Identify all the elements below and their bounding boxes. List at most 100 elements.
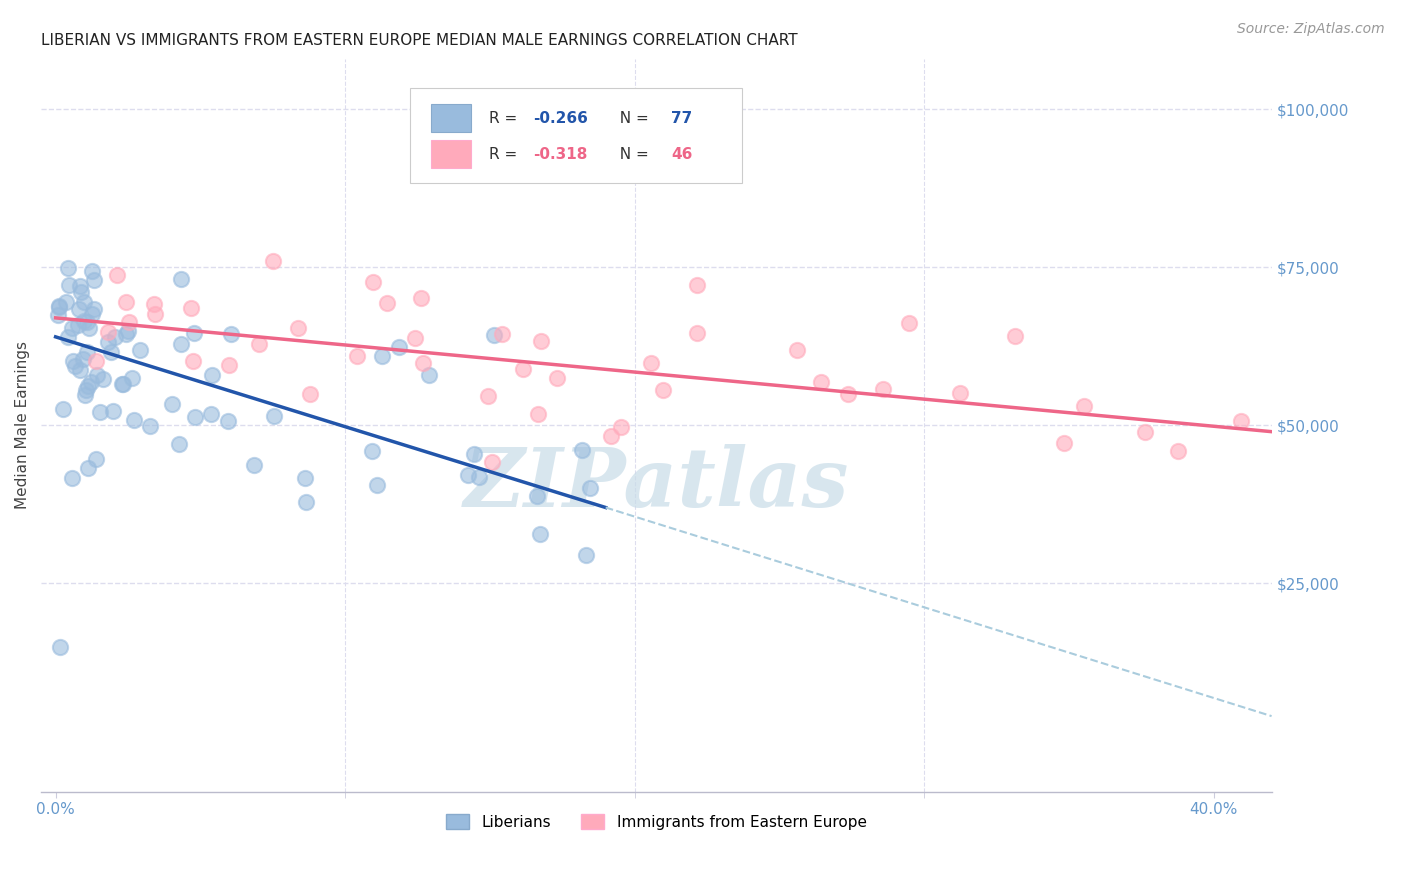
Point [97, 334, 120, 349]
Point [180, 301, 202, 316]
Text: 46: 46 [671, 146, 693, 161]
Point [86, 368, 108, 383]
Point [115, 327, 138, 342]
Point [786, 343, 808, 357]
Point [218, 359, 240, 373]
Point [685, 278, 707, 293]
Point [56, 261, 79, 276]
Point [80, 263, 103, 277]
Point [1167, 444, 1189, 458]
Point [67, 318, 90, 332]
Point [457, 468, 479, 483]
Point [366, 478, 388, 492]
Point [579, 481, 602, 495]
Point [100, 345, 122, 359]
Point [83, 301, 105, 316]
Point [73, 314, 96, 328]
Point [529, 527, 551, 541]
Point [183, 353, 205, 368]
Point [167, 437, 190, 451]
Point [652, 383, 675, 397]
Legend: Liberians, Immigrants from Eastern Europe: Liberians, Immigrants from Eastern Europ… [440, 807, 873, 836]
Point [571, 442, 593, 457]
Point [609, 420, 631, 434]
Point [1230, 414, 1253, 428]
Text: -0.266: -0.266 [533, 111, 588, 126]
Point [371, 349, 394, 363]
Point [84, 452, 107, 467]
Point [287, 320, 309, 334]
Point [404, 331, 426, 345]
Point [104, 330, 127, 344]
Point [55, 294, 77, 309]
Text: LIBERIAN VS IMMIGRANTS FROM EASTERN EUROPE MEDIAN MALE EARNINGS CORRELATION CHAR: LIBERIAN VS IMMIGRANTS FROM EASTERN EURO… [41, 33, 797, 48]
Point [640, 356, 662, 370]
Point [58, 277, 80, 292]
Point [263, 409, 285, 424]
Point [69, 285, 91, 299]
Point [72, 294, 94, 309]
Point [139, 418, 162, 433]
FancyBboxPatch shape [432, 140, 471, 168]
Point [67, 301, 90, 316]
FancyBboxPatch shape [432, 104, 471, 132]
Point [117, 324, 139, 338]
Point [170, 336, 193, 351]
Point [547, 371, 569, 385]
Point [463, 447, 485, 461]
Point [1004, 329, 1026, 343]
Point [247, 337, 270, 351]
Point [48, 640, 70, 654]
Point [80, 375, 103, 389]
Point [575, 548, 598, 562]
Point [375, 296, 398, 310]
Point [52, 402, 75, 417]
Point [62, 321, 84, 335]
Point [103, 403, 125, 417]
Text: Source: ZipAtlas.com: Source: ZipAtlas.com [1237, 22, 1385, 37]
Point [65, 359, 87, 374]
Point [526, 489, 548, 503]
Point [56, 330, 79, 344]
Point [105, 268, 128, 282]
Point [89, 405, 111, 419]
Y-axis label: Median Male Earnings: Median Male Earnings [15, 342, 30, 509]
Point [872, 382, 894, 396]
Point [243, 458, 266, 473]
Point [418, 368, 440, 383]
Point [111, 377, 134, 392]
Point [491, 326, 513, 341]
Point [145, 307, 167, 321]
Point [62, 354, 84, 368]
Point [76, 379, 98, 393]
Point [200, 407, 222, 421]
Point [48, 308, 70, 322]
Text: R =: R = [489, 146, 522, 161]
Point [361, 444, 384, 458]
Point [184, 410, 207, 425]
Text: N =: N = [610, 111, 654, 126]
Point [84, 354, 107, 368]
Point [73, 388, 96, 402]
Point [837, 386, 859, 401]
Point [412, 356, 434, 370]
Point [48, 300, 70, 314]
Point [477, 389, 499, 403]
Text: ZIPatlas: ZIPatlas [464, 444, 849, 524]
Point [80, 307, 103, 321]
Point [299, 386, 322, 401]
Point [686, 326, 709, 341]
Point [1053, 435, 1076, 450]
Text: N =: N = [610, 146, 654, 161]
Point [201, 368, 224, 382]
Point [142, 297, 165, 311]
Point [183, 326, 205, 340]
Point [76, 315, 98, 329]
Point [93, 372, 115, 386]
Point [388, 340, 411, 354]
Point [409, 292, 432, 306]
Point [72, 351, 94, 366]
Point [810, 376, 832, 390]
Point [599, 429, 621, 443]
Point [219, 326, 242, 341]
